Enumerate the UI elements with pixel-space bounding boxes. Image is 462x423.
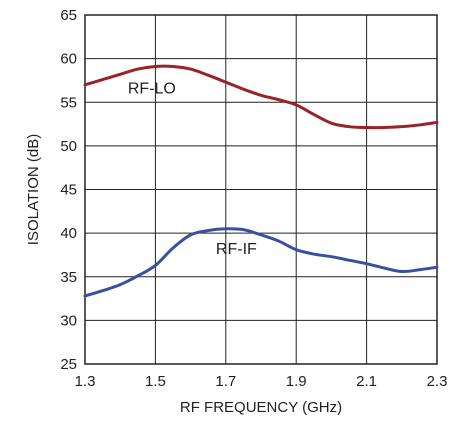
y-tick-label: 30 (60, 312, 77, 329)
y-tick-label: 50 (60, 138, 77, 155)
x-tick-label: 2.3 (427, 373, 448, 390)
y-tick-label: 35 (60, 269, 77, 286)
series-label-rf-if: RF-IF (216, 241, 257, 258)
series-line-rf-if (83, 227, 439, 298)
plot-frame (84, 14, 438, 365)
x-tick-label: 1.3 (75, 373, 96, 390)
y-tick-label: 40 (60, 225, 77, 242)
x-tick-label: 1.5 (145, 373, 166, 390)
y-tick-label: 65 (60, 7, 77, 24)
y-axis-title: ISOLATION (dB) (25, 134, 42, 245)
x-tick-label: 1.9 (286, 373, 307, 390)
tick-label-layer: 25 30 35 40 45 50 55 60 65 1.3 1.5 1.7 1.9 2.1 2.3 (60, 7, 447, 390)
y-tick-label: 25 (60, 356, 77, 373)
series-label-rf-lo: RF-LO (128, 80, 176, 97)
x-axis-title: RF FREQUENCY (GHz) (180, 399, 342, 416)
series-layer (83, 64, 439, 298)
x-tick-label: 1.7 (215, 373, 236, 390)
y-tick-label: 60 (60, 51, 77, 68)
y-tick-label: 45 (60, 182, 77, 199)
x-tick-label: 2.1 (356, 373, 377, 390)
series-line-rf-lo (83, 64, 439, 130)
chart-grid (85, 15, 437, 364)
annotation-layer: RF-LO RF-IF (128, 80, 257, 258)
y-tick-label: 55 (60, 94, 77, 111)
